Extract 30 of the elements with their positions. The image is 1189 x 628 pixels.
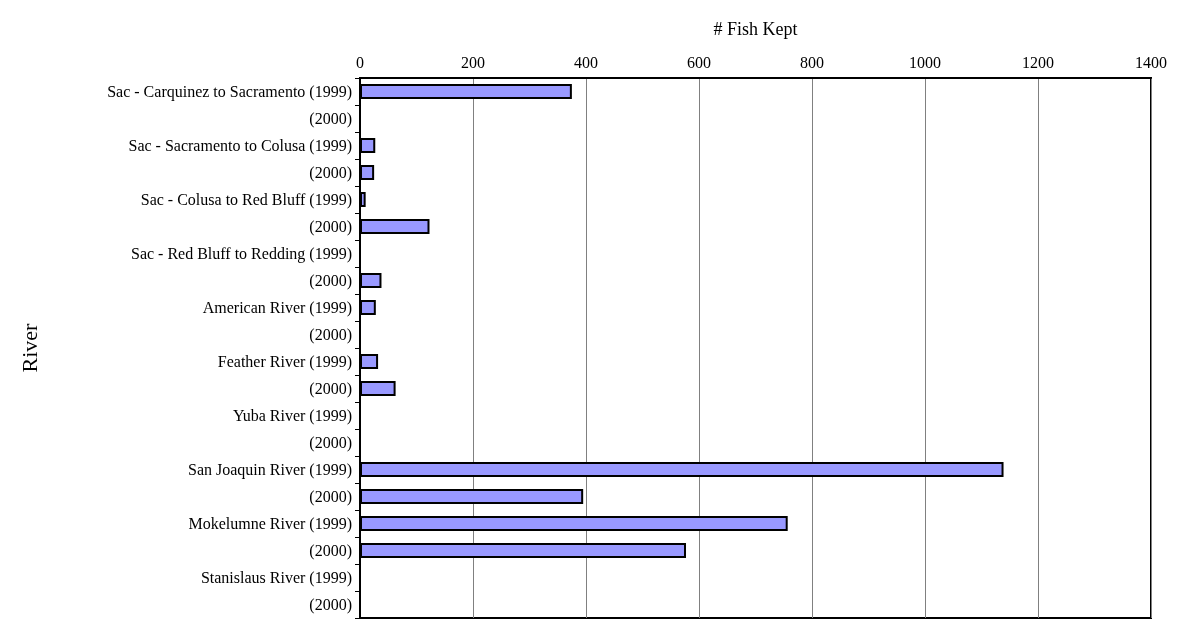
x-tick-label: 800 (800, 53, 824, 71)
y-tick-label: (2000) (309, 380, 352, 398)
y-tick-label: Yuba River (1999) (232, 407, 352, 425)
y-tick-label: Sac - Carquinez to Sacramento (1999) (107, 83, 352, 101)
y-tick-label: (2000) (309, 272, 352, 290)
x-tick-label: 400 (574, 53, 598, 71)
y-tick-label: (2000) (309, 434, 352, 452)
y-tick-label: Stanislaus River (1999) (200, 569, 352, 587)
x-axis-title: # Fish Kept (713, 19, 798, 39)
y-tick-label: Sac - Red Bluff to Redding (1999) (130, 245, 352, 263)
y-tick-label: (2000) (309, 326, 352, 344)
y-tick-label: Sac - Sacramento to Colusa (1999) (128, 137, 352, 155)
x-tick-label: 200 (461, 53, 485, 71)
x-tick-label: 600 (687, 53, 711, 71)
y-tick-label: San Joaquin River (1999) (188, 461, 352, 479)
x-tick-label: 0 (356, 53, 364, 71)
y-axis-title: River (16, 322, 42, 373)
y-tick-label: American River (1999) (202, 299, 352, 317)
y-tick-label: Feather River (1999) (217, 353, 352, 371)
y-tick-label: (2000) (309, 110, 352, 128)
x-tick-label: 1200 (1022, 53, 1054, 71)
x-tick-label: 1000 (909, 53, 941, 71)
x-tick-label: 1400 (1135, 53, 1167, 71)
y-tick-label: (2000) (309, 596, 352, 614)
y-tick-label: Mokelumne River (1999) (188, 515, 352, 533)
y-tick-label: (2000) (309, 542, 352, 560)
y-tick-label: (2000) (309, 488, 352, 506)
y-tick-label: Sac - Colusa to Red Bluff (1999) (140, 191, 352, 209)
y-tick-label: (2000) (309, 164, 352, 182)
y-tick-label: (2000) (309, 218, 352, 236)
